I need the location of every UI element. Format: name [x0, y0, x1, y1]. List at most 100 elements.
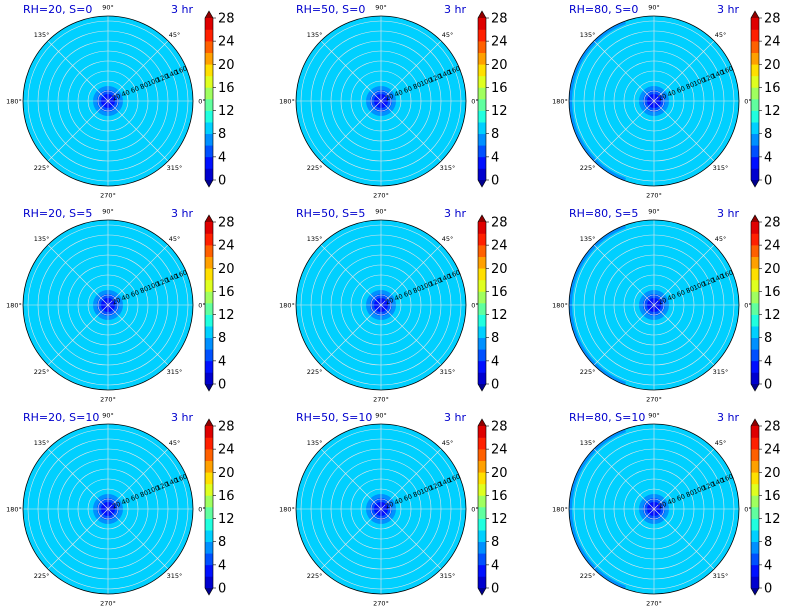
colorbar-segment: [478, 449, 486, 462]
colorbar-segment: [205, 268, 213, 281]
colorbar-segment: [478, 256, 486, 269]
polar-outline: [295, 219, 467, 391]
colorbar-extend-max: [205, 11, 213, 18]
colorbar-tick-label: 24: [491, 239, 508, 254]
angle-tick-label: 135°: [34, 439, 50, 447]
colorbar-segment: [478, 303, 486, 315]
colorbar-tick-label: 24: [491, 443, 508, 458]
colorbar: 0 4 8 12 16 20 24 28: [477, 214, 508, 393]
polar-panel: 0°45°90°135°180°225°270°315°204060801001…: [552, 411, 752, 608]
colorbar-segment: [205, 564, 213, 577]
colorbar-segment: [478, 18, 486, 30]
colorbar-extend-min: [751, 588, 759, 595]
polar-panel: 0°45°90°135°180°225°270°315°204060801001…: [279, 411, 479, 608]
colorbar-segment: [478, 222, 486, 234]
angle-tick-label: 90°: [648, 4, 660, 12]
radial-tick-label: 80: [412, 285, 423, 296]
angle-tick-label: 135°: [580, 31, 596, 39]
colorbar-segment: [751, 145, 759, 158]
angle-tick-label: 90°: [375, 412, 387, 420]
colorbar-segment: [205, 279, 213, 292]
colorbar-tick-label: 8: [218, 535, 226, 550]
angular-gridline: [107, 304, 169, 366]
colorbar-extend-max: [751, 419, 759, 426]
colorbar-segment: [205, 110, 213, 123]
polar-outline: [568, 15, 740, 187]
colorbar-tick-label: 0: [764, 378, 772, 393]
colorbar-segment: [205, 495, 213, 508]
colorbar-segment: [478, 460, 486, 473]
colorbar-segment: [478, 326, 486, 339]
colorbar-tick-label: 20: [764, 466, 781, 481]
angular-gridline: [593, 244, 655, 306]
colorbar-tick-label: 20: [491, 466, 508, 481]
angle-tick-label: 135°: [34, 31, 50, 39]
angle-tick-label: 45°: [442, 235, 454, 243]
angular-gridline: [653, 508, 715, 570]
angle-tick-label: 270°: [646, 192, 662, 200]
colorbar-extend-min: [478, 180, 486, 187]
angle-tick-label: 315°: [440, 368, 456, 376]
colorbar-segment: [478, 518, 486, 531]
panel-title: RH=50, S=0: [296, 3, 365, 16]
polar-outline: [295, 15, 467, 187]
polar-panel: 0°45°90°135°180°225°270°315°204060801001…: [552, 207, 752, 404]
colorbar-segment: [478, 314, 486, 327]
radial-tick-label: 40: [666, 496, 677, 507]
colorbar: 0 4 8 12 16 20 24 28: [477, 10, 508, 189]
radial-tick-label: 40: [393, 88, 404, 99]
polar-outline: [295, 423, 467, 595]
angle-tick-label: 45°: [715, 235, 727, 243]
colorbar-tick-label: 28: [218, 420, 235, 435]
angular-gridline: [593, 40, 655, 102]
colorbar-extend-min: [751, 180, 759, 187]
radial-tick-label: 20: [384, 92, 395, 103]
polar-outline: [22, 219, 194, 391]
colorbar-segment: [205, 472, 213, 485]
colorbar-segment: [205, 245, 213, 258]
angle-tick-label: 45°: [442, 439, 454, 447]
colorbar-segment: [205, 52, 213, 65]
radial-tick-label: 40: [120, 496, 131, 507]
angular-gridline: [47, 40, 109, 102]
radial-tick-label: 60: [130, 492, 141, 503]
colorbar-segment: [478, 156, 486, 169]
angle-tick-label: 270°: [100, 600, 116, 608]
radial-tick-label: 40: [666, 88, 677, 99]
angle-tick-label: 135°: [307, 235, 323, 243]
panel-title: RH=80, S=5: [569, 207, 638, 220]
colorbar: 0 4 8 12 16 20 24 28: [750, 418, 781, 597]
colorbar-segment: [205, 87, 213, 100]
colorbar-tick-label: 24: [218, 443, 235, 458]
colorbar-segment: [751, 530, 759, 543]
colorbar-segment: [478, 472, 486, 485]
colorbar-segment: [478, 87, 486, 100]
colorbar-segment: [478, 576, 486, 589]
angular-gridline: [380, 40, 442, 102]
colorbar-segment: [751, 326, 759, 339]
colorbar-segment: [751, 64, 759, 77]
angular-gridline: [107, 100, 169, 162]
radial-tick-label: 60: [403, 84, 414, 95]
panel-time-label: 3 hr: [171, 207, 193, 220]
colorbar-tick-label: 28: [491, 216, 508, 231]
colorbar-extend-max: [205, 419, 213, 426]
colorbar-tick-label: 8: [764, 331, 772, 346]
colorbar-tick-label: 16: [491, 81, 508, 96]
angle-tick-label: 270°: [100, 396, 116, 404]
colorbar-extend-max: [478, 419, 486, 426]
angle-tick-label: 45°: [715, 439, 727, 447]
polar-outline: [22, 423, 194, 595]
colorbar-tick-label: 8: [491, 535, 499, 550]
angle-tick-label: 180°: [552, 506, 568, 514]
colorbar-segment: [205, 530, 213, 543]
colorbar-segment: [205, 576, 213, 589]
panel-title: RH=20, S=10: [23, 411, 99, 424]
angular-gridline: [320, 244, 382, 306]
colorbar-segment: [751, 52, 759, 65]
angle-tick-label: 180°: [6, 506, 22, 514]
panel-time-label: 3 hr: [717, 3, 739, 16]
colorbar-tick-label: 12: [218, 308, 235, 323]
angular-gridline: [47, 244, 109, 306]
